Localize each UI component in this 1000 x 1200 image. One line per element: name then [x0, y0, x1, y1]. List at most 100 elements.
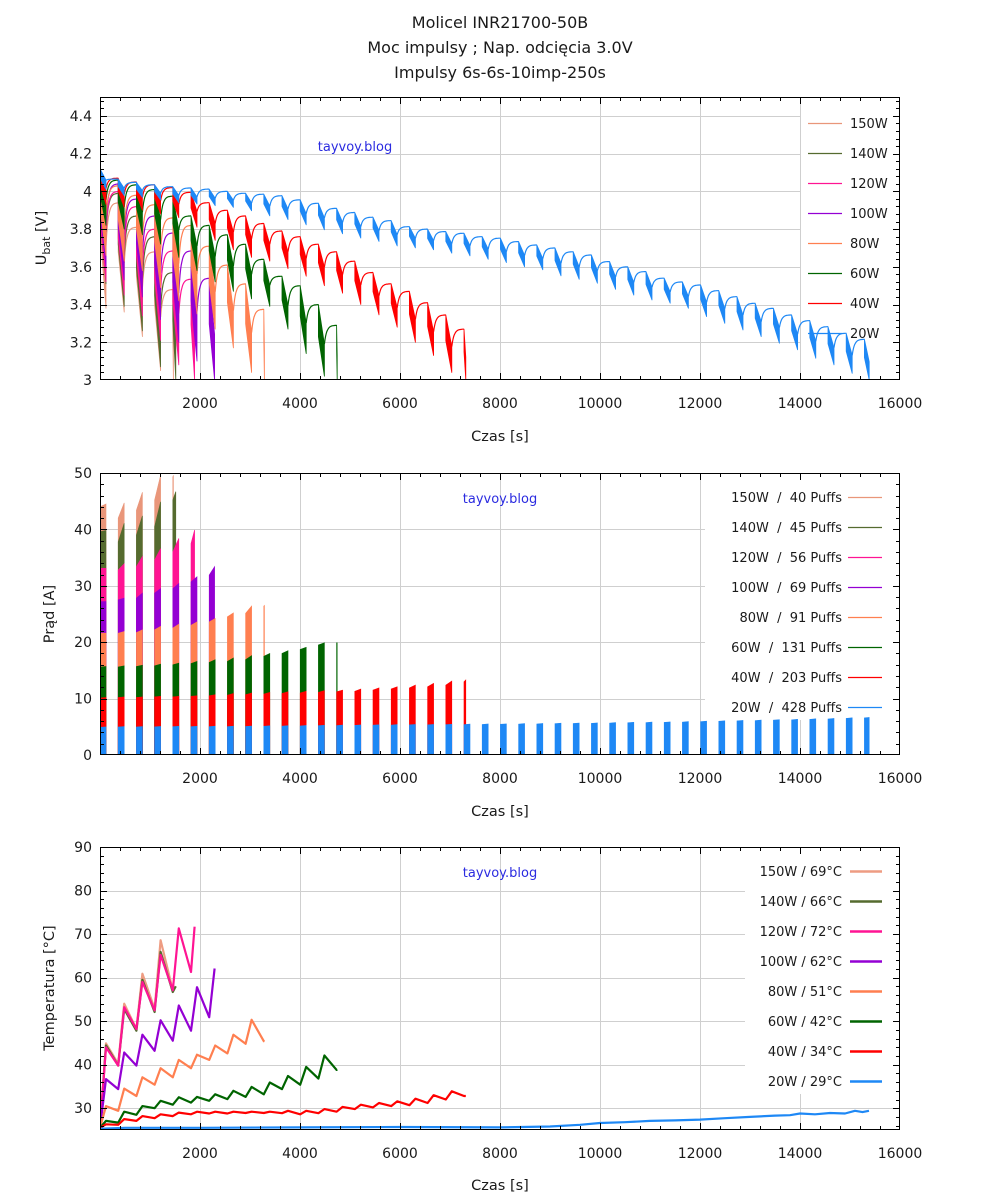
voltage-burst: [281, 275, 289, 330]
current-burst: [591, 722, 598, 755]
voltage-recovery-line: [251, 222, 264, 239]
voltage-burst: [518, 241, 525, 268]
voltage-burst: [627, 266, 635, 296]
y-tick-label: 90: [74, 840, 92, 856]
legend-entry: 100W / 69 Puffs: [731, 581, 882, 596]
voltage-recovery-line: [742, 302, 756, 316]
voltage-recovery-line: [287, 236, 301, 252]
legend-entry: 80W / 91 Puffs: [739, 611, 882, 626]
voltage-burst: [263, 222, 271, 262]
legend-entry: 100W / 62°C: [760, 955, 882, 970]
y-tick-label: 80: [74, 884, 92, 900]
voltage-recovery-line: [141, 236, 155, 280]
voltage-burst: [336, 324, 338, 380]
y-tick-label: 40: [74, 522, 92, 538]
x-tick-label: 6000: [382, 771, 418, 787]
voltage-recovery-line: [323, 251, 337, 268]
legend-entry: 60W / 131 Puffs: [731, 641, 882, 656]
voltage-burst: [354, 260, 362, 305]
voltage-recovery-line: [815, 326, 828, 342]
series-40W: [100, 168, 467, 380]
y-tick-label: 4.2: [70, 147, 92, 163]
legend-entry: 120W: [808, 177, 888, 192]
x-tick-label: 8000: [482, 396, 518, 412]
legend-entry: 140W: [808, 147, 888, 162]
voltage-burst: [827, 326, 835, 366]
legend: 150W 140W 120W 100W 80W 60W 40W 20W: [808, 117, 888, 342]
axis-ticks: [100, 473, 900, 755]
tick-labels: 2000 4000 6000 8000 10000 12000 14000 16000 0 10 2…: [74, 466, 922, 787]
legend-label: 150W / 40 Puffs: [731, 491, 842, 506]
current-burst: [536, 723, 544, 755]
voltage-burst: [809, 320, 817, 359]
current-burst: [154, 726, 161, 755]
voltage-burst: [263, 193, 271, 217]
current-burst: [682, 721, 689, 755]
current-burst: [172, 725, 180, 755]
voltage-recovery-line: [160, 232, 173, 273]
voltage-burst: [226, 264, 234, 349]
x-tick-label: 14000: [778, 396, 823, 412]
temperature-line: [100, 1018, 266, 1129]
x-tick-label: 2000: [182, 771, 218, 787]
voltage-recovery-line: [196, 245, 210, 275]
temperature-watermark: tayvoy.blog: [463, 866, 537, 881]
current-y-axis-label: Prąd [A]: [42, 585, 58, 643]
x-tick-label: 16000: [878, 1146, 923, 1162]
voltage-recovery-line: [360, 216, 373, 227]
current-burst: [518, 723, 525, 755]
legend-label: 40W / 34°C: [768, 1045, 842, 1060]
legend-entry: 40W / 203 Puffs: [731, 671, 882, 686]
voltage-recovery-line: [269, 230, 282, 245]
voltage-burst: [263, 308, 265, 380]
voltage-recovery-line: [232, 192, 246, 201]
temperature-line: [100, 1109, 870, 1130]
legend-label: 40W / 203 Puffs: [731, 671, 842, 686]
voltage-burst: [281, 230, 289, 270]
voltage-recovery-line: [178, 250, 191, 294]
y-tick-label: 60: [74, 971, 92, 987]
voltage-burst: [208, 277, 216, 380]
temperature-y-axis-label: Temperatura [°C]: [42, 925, 58, 1051]
voltage-recovery-line: [396, 290, 410, 308]
current-chart: 2000 4000 6000 8000 10000 12000 14000 16000 0 10 2…: [74, 466, 922, 787]
x-tick-label: 12000: [678, 1146, 723, 1162]
current-burst: [463, 723, 471, 755]
legend-label: 120W / 72°C: [760, 925, 842, 940]
legend-label: 20W / 29°C: [768, 1075, 842, 1090]
plot-area: [100, 475, 870, 755]
voltage-recovery-line: [178, 215, 191, 230]
current-burst: [718, 720, 726, 755]
legend-entry: 120W / 72°C: [760, 925, 882, 940]
temperature-line: [100, 968, 216, 1128]
voltage-burst: [226, 209, 234, 251]
voltage-recovery-line: [305, 202, 319, 214]
voltage-burst: [609, 261, 616, 290]
legend-label: 140W: [850, 147, 888, 162]
voltage-recovery-line: [178, 278, 192, 314]
x-tick-label: 8000: [482, 771, 518, 787]
voltage-burst: [408, 290, 416, 343]
y-label-subscript: bat: [40, 236, 53, 255]
voltage-recovery-line: [251, 193, 264, 204]
y-tick-label: 50: [74, 466, 92, 482]
legend-entry: 80W: [808, 237, 880, 252]
current-burst: [117, 726, 125, 755]
x-tick-label: 4000: [282, 771, 318, 787]
y-label-unit: [V]: [34, 211, 50, 237]
voltage-recovery-line: [378, 283, 392, 296]
x-tick-label: 10000: [578, 771, 623, 787]
legend-entry: 40W / 34°C: [768, 1045, 882, 1060]
legend-label: 140W / 45 Puffs: [731, 521, 842, 536]
voltage-burst: [281, 195, 289, 221]
voltage-burst: [736, 296, 744, 331]
voltage-recovery-line: [505, 241, 519, 252]
voltage-burst: [245, 192, 253, 212]
voltage-burst: [226, 234, 234, 292]
current-burst: [299, 725, 307, 755]
voltage-y-axis-label: Ubat [V]: [34, 211, 53, 266]
legend-label: 20W: [850, 327, 880, 342]
voltage-burst: [299, 199, 307, 226]
voltage-burst: [390, 283, 398, 328]
current-burst: [372, 724, 380, 755]
